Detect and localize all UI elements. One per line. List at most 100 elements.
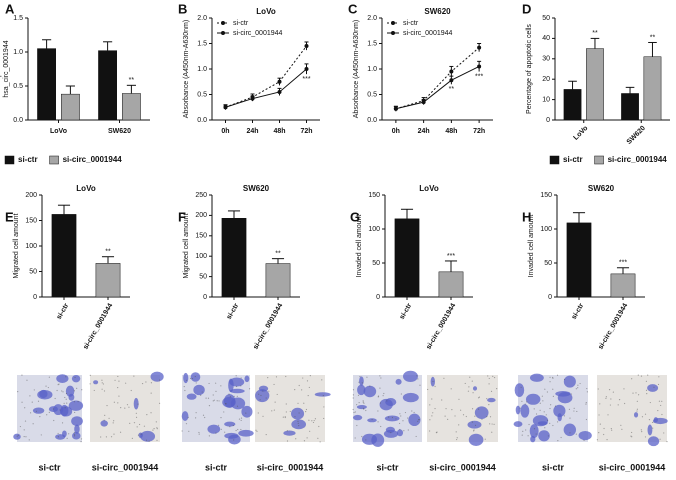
pore: [73, 434, 76, 436]
pore: [371, 418, 373, 421]
pore: [658, 400, 661, 402]
pore: [62, 391, 64, 393]
y-tick-label: 0: [203, 294, 207, 301]
pore: [185, 423, 188, 425]
pore: [202, 414, 205, 416]
pore: [377, 410, 379, 412]
legend-label: si-circ_0001944: [63, 155, 123, 164]
pore: [468, 386, 470, 388]
cell: [633, 412, 639, 418]
pore: [318, 425, 320, 428]
pore: [102, 383, 105, 385]
pore: [429, 430, 431, 432]
cell: [56, 374, 69, 383]
pore: [649, 401, 651, 404]
pore: [237, 428, 239, 431]
pore: [533, 428, 536, 430]
cell: [71, 374, 81, 383]
pore: [568, 408, 571, 410]
y-axis-label: Absorbance (A450nm-A630nm): [183, 20, 190, 118]
pore: [621, 428, 623, 430]
pore: [195, 417, 197, 419]
cell: [525, 393, 541, 405]
y-tick-label: 0.5: [13, 83, 23, 90]
pore: [443, 377, 445, 379]
pore: [128, 406, 130, 408]
pore: [586, 391, 588, 393]
pore: [63, 402, 65, 404]
pore: [217, 424, 220, 426]
pore: [120, 407, 122, 409]
pore: [549, 422, 551, 424]
pore: [110, 436, 113, 438]
cell: [183, 372, 189, 384]
pore: [89, 383, 91, 385]
cell: [647, 436, 660, 447]
pore: [478, 396, 480, 398]
cell: [138, 432, 143, 438]
pore: [295, 438, 297, 440]
pore: [259, 399, 261, 401]
pore: [493, 423, 495, 425]
panel-letter: C: [348, 1, 358, 16]
pore: [465, 415, 467, 418]
legend-marker: [391, 21, 395, 25]
pore: [309, 375, 311, 377]
pore: [267, 376, 269, 379]
pore: [64, 407, 66, 409]
pore: [21, 401, 23, 403]
pore: [544, 388, 546, 390]
x-tick-label: 0h: [221, 128, 229, 135]
point: [223, 105, 228, 110]
pore: [395, 418, 397, 420]
pore: [265, 397, 267, 399]
pore: [519, 407, 521, 409]
pore: [73, 435, 76, 437]
pore: [25, 436, 27, 438]
pore: [659, 438, 661, 440]
pore: [57, 432, 59, 435]
pore: [136, 426, 138, 428]
x-tick-label: 48h: [273, 128, 285, 135]
pore: [236, 395, 238, 397]
pore: [143, 425, 146, 427]
pore: [361, 435, 363, 438]
pore: [583, 439, 585, 441]
cell: [532, 415, 549, 427]
pore: [577, 387, 579, 389]
pore: [306, 380, 309, 382]
pore: [215, 382, 217, 384]
pore: [286, 430, 288, 432]
pore: [235, 429, 237, 432]
pore: [232, 424, 234, 427]
pore: [113, 433, 115, 435]
panel-letter: F: [178, 209, 186, 224]
cell: [229, 388, 245, 394]
pore: [631, 431, 633, 434]
x-tick-label: si-circ_0001944: [597, 302, 629, 350]
pore: [469, 376, 471, 378]
pore: [362, 400, 364, 402]
x-tick-label: 72h: [473, 128, 485, 135]
pore: [557, 421, 559, 423]
pore: [285, 411, 287, 413]
pore: [150, 412, 152, 414]
x-tick-label: si-ctr: [226, 302, 241, 321]
pore: [352, 408, 354, 411]
pore: [387, 416, 390, 418]
pore: [661, 400, 663, 402]
pore: [153, 428, 155, 430]
pore: [549, 376, 551, 378]
pore: [365, 439, 367, 441]
point: [449, 69, 454, 74]
series-line: [225, 68, 307, 108]
pore: [407, 417, 409, 419]
pore: [126, 404, 129, 406]
bar: [98, 50, 118, 121]
pore: [257, 412, 259, 414]
cell: [241, 405, 253, 418]
pore: [198, 433, 200, 435]
pore: [488, 404, 490, 406]
pore: [262, 390, 264, 392]
pore: [390, 432, 392, 434]
